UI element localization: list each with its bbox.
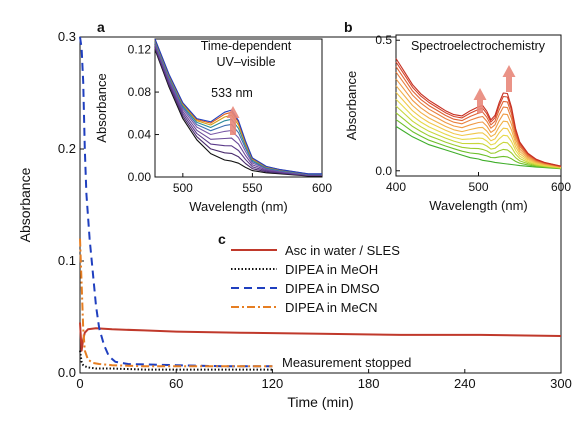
panel-a-increase-arrow [226,106,240,135]
panel-c-x-tick-label: 0 [76,376,83,391]
panel-b-chart: 400 500 600 0.0 0.5 Wavelength (nm) Absorbance… [344,33,571,213]
panel-c-axes-frame [79,36,562,374]
panel-a-axes-frame [154,38,323,178]
panel-c-chart: 0 60 120 180 240 300 0.0 0.1 0.2 0.3 Time (min) Abs… [17,29,572,410]
panel-a-title-line-1: Time-dependent [201,39,292,53]
panel-b-title: Spectroelectrochemistry [411,39,546,53]
panel-c-y-tick-label: 0.3 [58,29,76,44]
panel-b-spectrum-3 [395,105,562,169]
panel-c-x-tick-label: 60 [169,376,183,391]
panel-a-chart: 500 550 600 0.00 0.04 0.08 0.12 Wavelength (nm)… [94,38,332,214]
panel-a-x-tick-label: 500 [173,181,193,195]
panel-label-c: c [218,231,226,247]
panel-c-series-line-2 [79,36,273,368]
panel-a-title-line-2: UV–visible [216,55,275,69]
panel-c-legend-label-2: DIPEA in DMSO [285,281,380,296]
panel-b-y-tick-label: 0.0 [375,164,392,178]
panel-a-y-tick-label: 0.12 [128,43,152,57]
panel-a-y-tick-label: 0.08 [128,85,152,99]
panel-c-x-axis-label: Time (min) [287,394,353,410]
panel-a-y-tick-label: 0.04 [128,128,152,142]
panel-b-spectrum-0 [395,125,562,170]
panel-b-spectrum-2 [395,112,562,169]
panel-b-spectrum-11 [395,58,562,167]
panel-label-b: b [344,19,353,35]
panel-c-y-tick-label: 0.0 [58,365,76,380]
panel-b-x-tick-label: 500 [468,180,488,194]
panel-c-x-tick-label: 240 [454,376,476,391]
panel-c-annotation: Measurement stopped [282,355,411,370]
panel-label-a: a [97,19,105,35]
panel-b-x-tick-label: 400 [386,180,406,194]
panel-c-x-tick-label: 300 [550,376,572,391]
panel-c-legend-label-1: DIPEA in MeOH [285,262,378,277]
panel-a-annotation: 533 nm [211,86,253,100]
panel-a-y-tick-label: 0.00 [128,170,152,184]
panel-c-series-line-3 [79,238,273,368]
panel-b-arrow-left [473,88,487,113]
panel-b-x-tick-label: 600 [551,180,571,194]
panel-b-spectrum-7 [395,78,562,168]
panel-b-arrow-right [502,65,516,92]
panel-c-series-line-1 [79,350,273,371]
panel-a-spectrum-9 [154,38,322,175]
panel-b-spectrum-1 [395,119,562,169]
panel-b-y-tick-label: 0.5 [375,33,392,47]
panel-c-x-tick-label: 120 [262,376,284,391]
panel-c-series-line-0 [79,322,562,352]
panel-a-y-axis-label: Absorbance [94,73,109,142]
panel-b-spectrum-5 [395,92,562,168]
panel-b-x-axis-label: Wavelength (nm) [429,198,528,213]
panel-c-x-tick-label: 180 [358,376,380,391]
panel-a-x-tick-label: 600 [312,181,332,195]
panel-a-spectrum-1 [154,47,322,177]
panel-a-x-tick-label: 550 [242,181,262,195]
panel-a-x-axis-label: Wavelength (nm) [189,199,288,214]
panel-c-legend-label-3: DIPEA in MeCN [285,300,377,315]
panel-b-y-axis-label: Absorbance [344,71,359,140]
panel-b-spectrum-4 [395,98,562,169]
panel-b-spectrum-6 [395,85,562,168]
panel-b-spectrum-8 [395,71,562,168]
panel-b-spectrum-9 [395,66,562,167]
panel-c-legend-label-0: Asc in water / SLES [285,243,400,258]
panel-c-y-tick-label: 0.2 [58,141,76,156]
panel-c-y-tick-label: 0.1 [58,253,76,268]
panel-c-y-axis-label: Absorbance [17,167,33,242]
